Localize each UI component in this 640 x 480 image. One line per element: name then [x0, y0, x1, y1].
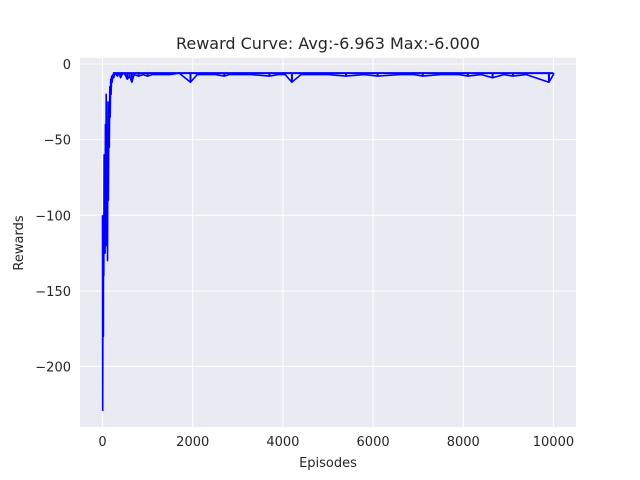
- series-line: [101, 72, 555, 412]
- y-tick-label: −50: [44, 134, 71, 149]
- y-tick-label: −200: [35, 361, 71, 376]
- tick-labels: 0 2000 4000 6000 8000 10000 0 −50 −100 −150 −200: [35, 58, 574, 450]
- plot-area: [80, 58, 576, 427]
- x-tick-label: 4000: [266, 435, 299, 450]
- x-axis-label: Episodes: [299, 456, 357, 471]
- grid-lines: [80, 58, 576, 427]
- y-tick-label: −150: [35, 285, 71, 300]
- y-tick-label: −100: [35, 209, 71, 224]
- x-tick-label: 10000: [533, 435, 574, 450]
- chart-title: Reward Curve: Avg:-6.963 Max:-6.000: [176, 34, 480, 53]
- x-tick-label: 2000: [176, 435, 209, 450]
- x-tick-label: 0: [98, 435, 106, 450]
- y-axis-label: Rewards: [12, 215, 27, 270]
- x-tick-label: 6000: [357, 435, 390, 450]
- x-tick-label: 8000: [447, 435, 480, 450]
- y-tick-label: 0: [63, 58, 71, 73]
- series-layer: [101, 72, 555, 412]
